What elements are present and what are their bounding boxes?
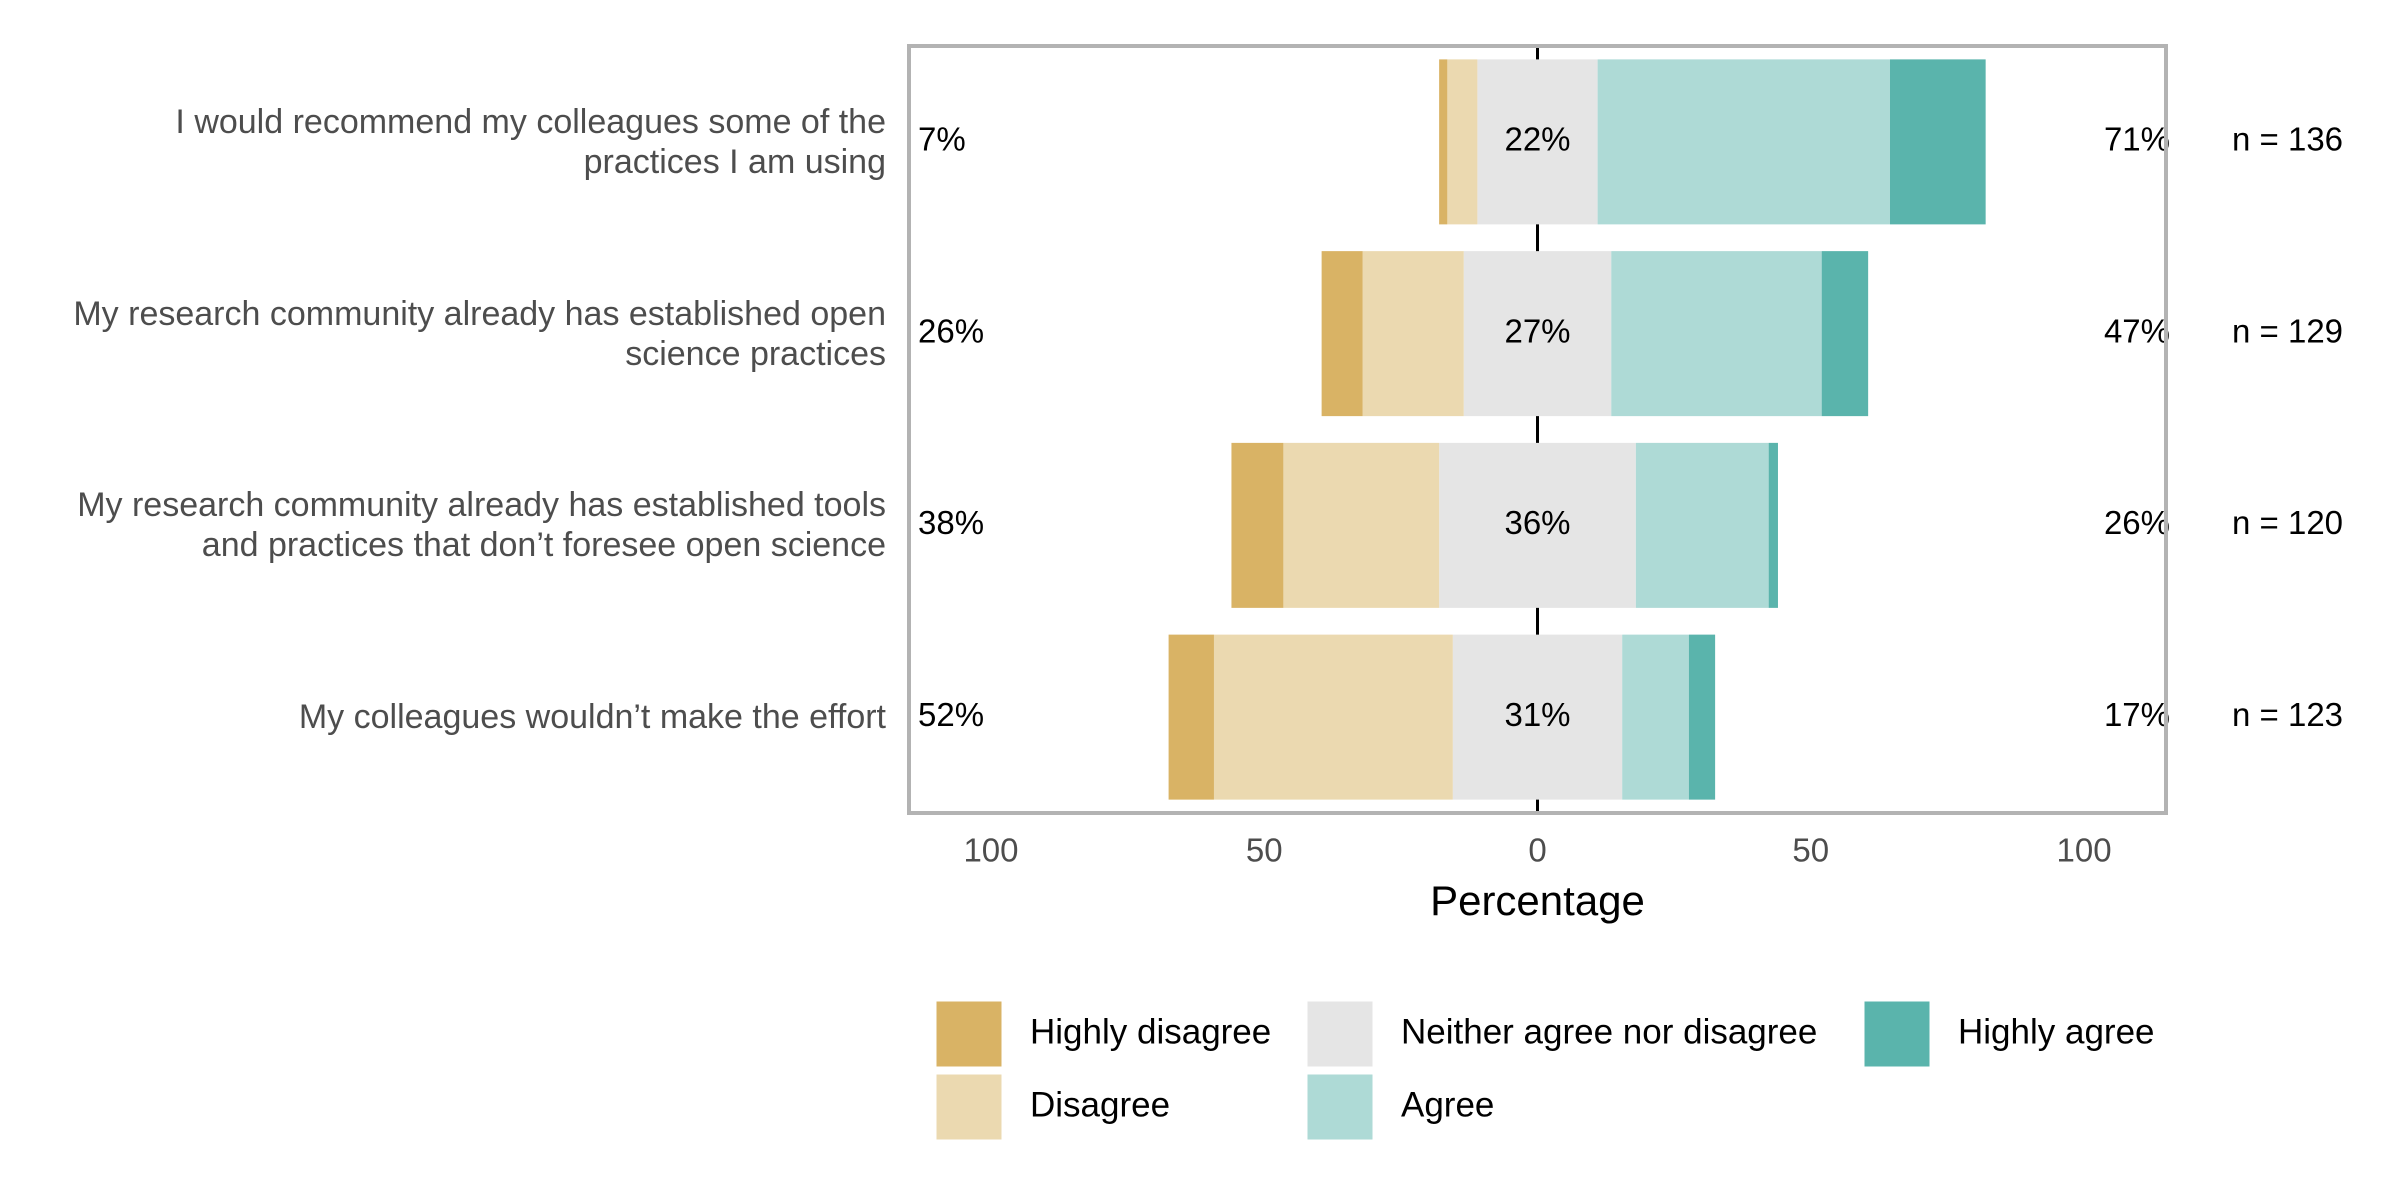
right-percent: 26% [2104,504,2170,541]
legend-label: Agree [1401,1085,1494,1124]
bar [1688,634,1716,800]
bar [1597,59,1891,225]
bar [1439,59,1448,225]
bar [1768,442,1778,608]
category-label: I would recommend my colleagues some of … [175,102,886,181]
x-tick-label: 50 [1246,832,1283,869]
category-label: My colleagues wouldn’t make the effort [298,698,886,737]
legend-swatch [933,998,1005,1070]
x-axis-title: Percentage [1430,877,1645,924]
n-label: n = 129 [2232,312,2343,349]
neutral-percent: 36% [1504,504,1570,541]
legend-swatch [1861,998,1933,1070]
bar [1231,442,1284,608]
legend-label: Disagree [1030,1085,1170,1124]
bar [1283,442,1440,608]
right-percent: 71% [2104,121,2170,158]
n-label: n = 123 [2232,696,2343,733]
left-percent: 52% [918,696,984,733]
bar [1477,59,1598,225]
bar [1890,59,1986,225]
neutral-percent: 22% [1504,121,1570,158]
plot-border [907,44,2168,815]
bar [1362,251,1464,417]
x-tick-label: 100 [2056,832,2111,869]
bar [1611,251,1822,417]
legend-label: Neither agree nor disagree [1401,1012,1817,1051]
bar [1168,634,1214,800]
right-percent: 17% [2104,696,2170,733]
bar [1321,251,1363,417]
bar [1452,634,1623,800]
left-percent: 7% [918,121,966,158]
bar [1447,59,1478,225]
legend-swatch [933,1071,1005,1143]
x-tick-label: 50 [1792,832,1829,869]
category-label: My research community already has establ… [73,294,886,373]
right-percent: 47% [2104,312,2170,349]
bar [1463,251,1612,417]
legend-swatch [1304,1071,1376,1143]
legend-label: Highly disagree [1030,1012,1271,1051]
left-percent: 26% [918,312,984,349]
n-label: n = 136 [2232,121,2343,158]
n-label: n = 120 [2232,504,2343,541]
bar [1821,251,1869,417]
legend-label: Highly agree [1958,1012,2155,1051]
bar [1439,442,1636,608]
bar [1635,442,1769,608]
bar [1213,634,1453,800]
bar [1622,634,1689,800]
x-tick-label: 0 [1528,832,1546,869]
neutral-percent: 27% [1504,312,1570,349]
legend-swatch [1304,998,1376,1070]
left-percent: 38% [918,504,984,541]
x-tick-label: 100 [963,832,1018,869]
neutral-percent: 31% [1504,696,1570,733]
category-label: My research community already has establ… [77,486,886,565]
